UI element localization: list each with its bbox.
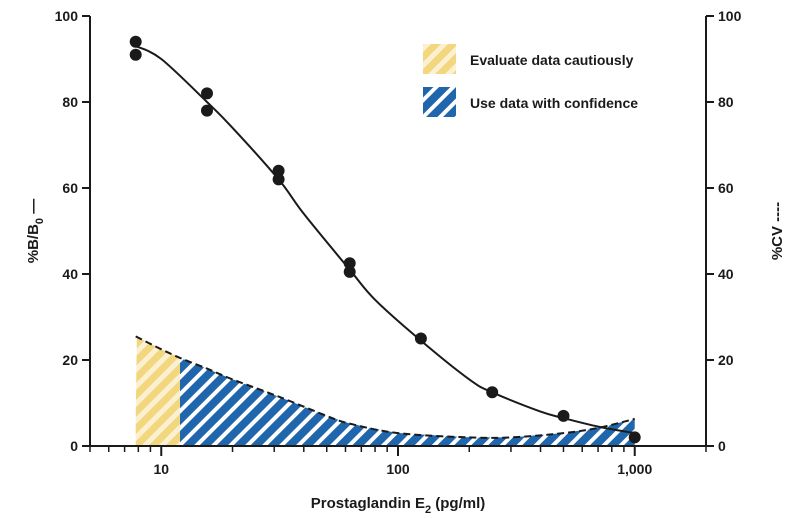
y2-tick-label: 20	[718, 352, 734, 368]
x-tick-label: 10	[153, 461, 169, 477]
y2-tick-label: 40	[718, 266, 734, 282]
data-point	[343, 265, 356, 278]
x-axis-title-sub: 2	[425, 504, 431, 516]
region-use-with-confidence	[180, 357, 635, 446]
x-axis-title-rest: (pg/ml)	[431, 495, 485, 512]
y-tick-label: 0	[70, 438, 78, 454]
shaded-regions	[135, 336, 635, 446]
data-point	[129, 35, 142, 48]
data-point	[343, 257, 356, 270]
y2-tick-label: 80	[718, 94, 734, 110]
legend: Evaluate data cautiously Use data with c…	[423, 44, 638, 117]
y2-axis-ticks: 0 20 40 60 80 100	[706, 8, 742, 454]
data-points	[129, 35, 641, 444]
data-point	[272, 164, 285, 177]
data-point	[557, 409, 570, 422]
y-axis-title-main: %B/B	[25, 224, 42, 263]
legend-swatch-confidence	[423, 87, 456, 117]
y-tick-label: 60	[62, 180, 78, 196]
data-point	[201, 87, 213, 100]
legend-swatch-cautious	[423, 44, 456, 74]
data-point	[129, 48, 142, 61]
x-tick-label: 100	[386, 461, 410, 477]
legend-label-cautious: Evaluate data cautiously	[470, 52, 634, 68]
data-point	[628, 431, 641, 444]
data-point	[272, 173, 285, 186]
fit-curve-line	[135, 45, 635, 435]
data-point	[201, 104, 213, 117]
x-axis-title-main: Prostaglandin E	[311, 495, 425, 512]
y-axis-title-rest: —	[25, 199, 42, 218]
x-axis-title: Prostaglandin E2 (pg/ml)	[311, 495, 485, 516]
y-axis-title: %B/B0 —	[25, 199, 46, 263]
data-point	[486, 386, 499, 399]
x-tick-label: 1,000	[617, 461, 652, 477]
y-axis-ticks: 0 20 40 60 80 100	[55, 8, 90, 454]
x-axis-ticks: 10 100 1,000	[89, 446, 707, 477]
y-tick-label: 40	[62, 266, 78, 282]
y2-tick-label: 0	[718, 438, 726, 454]
y2-axis-title: %CV ----	[769, 202, 786, 260]
y2-tick-label: 100	[718, 8, 742, 24]
legend-label-confidence: Use data with confidence	[470, 95, 638, 111]
y-axis-title-sub: 0	[34, 218, 46, 224]
y-tick-label: 100	[55, 8, 79, 24]
y-tick-label: 20	[62, 352, 78, 368]
y2-tick-label: 60	[718, 180, 734, 196]
cv-curve-line	[135, 335, 635, 439]
y-tick-label: 80	[62, 94, 78, 110]
data-point	[414, 332, 427, 345]
region-evaluate-cautiously	[135, 336, 180, 446]
